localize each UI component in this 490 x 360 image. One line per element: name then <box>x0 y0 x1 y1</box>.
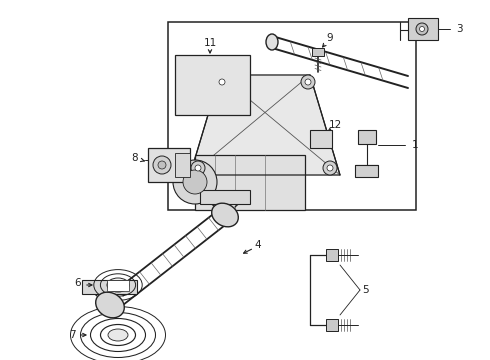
Circle shape <box>195 165 201 171</box>
Text: 4: 4 <box>255 240 261 250</box>
Text: 6: 6 <box>74 278 81 288</box>
Ellipse shape <box>96 292 124 318</box>
Bar <box>168 22 416 210</box>
Circle shape <box>305 79 311 85</box>
Circle shape <box>191 161 205 175</box>
Circle shape <box>327 165 333 171</box>
Circle shape <box>301 75 315 89</box>
Ellipse shape <box>108 329 128 341</box>
Bar <box>310 130 332 148</box>
Bar <box>107 280 129 291</box>
Bar <box>82 280 137 294</box>
Ellipse shape <box>212 203 238 227</box>
Text: 9: 9 <box>327 33 333 43</box>
Circle shape <box>219 79 225 85</box>
Circle shape <box>419 27 424 31</box>
Bar <box>355 165 378 177</box>
Circle shape <box>215 75 229 89</box>
Bar <box>326 249 338 261</box>
Bar <box>312 48 324 56</box>
Circle shape <box>158 161 166 169</box>
Ellipse shape <box>266 34 278 50</box>
Text: 8: 8 <box>132 153 138 163</box>
Text: 7: 7 <box>69 330 75 340</box>
Bar <box>175 153 190 177</box>
Text: 3: 3 <box>456 24 462 34</box>
Circle shape <box>416 23 428 35</box>
Bar <box>358 130 376 144</box>
Text: 5: 5 <box>362 285 368 295</box>
Circle shape <box>323 161 337 175</box>
Bar <box>148 148 190 182</box>
Bar <box>200 190 250 204</box>
Bar <box>195 155 305 210</box>
Circle shape <box>173 160 217 204</box>
Circle shape <box>183 170 207 194</box>
Bar <box>326 319 338 331</box>
Text: 11: 11 <box>203 38 217 48</box>
Polygon shape <box>190 75 340 175</box>
Bar <box>175 55 250 115</box>
Circle shape <box>153 156 171 174</box>
Text: 12: 12 <box>328 120 342 130</box>
Bar <box>408 18 438 40</box>
Text: 1: 1 <box>412 140 418 150</box>
